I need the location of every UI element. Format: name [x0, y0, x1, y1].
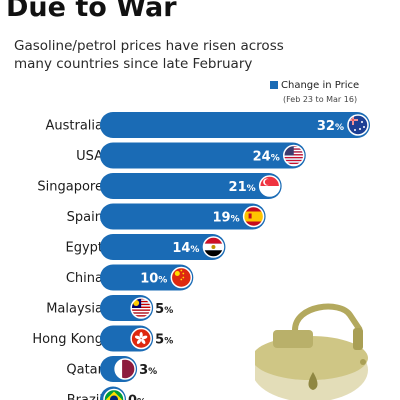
bar-row: China 10% — [66, 264, 194, 291]
bar — [100, 142, 306, 169]
value-label: 24% — [253, 150, 280, 165]
value-label: 32% — [317, 119, 344, 134]
category-label: China — [66, 271, 103, 286]
category-label: USA — [76, 149, 103, 164]
bar-row: Qatar 3% — [66, 356, 157, 382]
qatar-flag-icon — [114, 358, 136, 380]
bar-row: Egypt 14% — [65, 234, 226, 260]
value-label: 19% — [212, 211, 239, 226]
category-label: Australia — [45, 119, 103, 134]
value-label: 21% — [229, 180, 256, 195]
bar — [100, 112, 370, 138]
value-label: 5% — [155, 333, 173, 348]
bar-row: Brazil 0% — [67, 386, 146, 400]
category-label: Singapore — [37, 180, 103, 195]
category-label: Egypt — [65, 241, 103, 256]
bar-row: USA 24% — [76, 142, 306, 169]
category-label: Spain — [67, 210, 103, 225]
bar-row: Australia 32% — [45, 112, 370, 138]
egypt-flag-icon — [202, 236, 225, 258]
bar-row: Hong Kong 5% — [32, 325, 173, 352]
bar-row: Malaysia 5% — [46, 295, 173, 321]
legend-label: Change in Price — [281, 80, 360, 91]
hong-kong-flag-icon — [130, 327, 152, 350]
chart-title: Due to War — [6, 0, 177, 23]
value-label: 10% — [140, 272, 167, 287]
bar — [100, 264, 194, 291]
value-label: 14% — [172, 241, 199, 256]
bar — [100, 234, 226, 260]
value-label: 0% — [128, 394, 146, 400]
bar-row: Singapore 21% — [37, 173, 282, 199]
legend: Change in Price — [270, 80, 359, 91]
bar — [100, 203, 266, 230]
usa-flag-icon — [283, 144, 305, 167]
legend-sublabel: (Feb 23 to Mar 16) — [283, 95, 358, 104]
malaysia-flag-icon — [130, 297, 152, 319]
category-label: Malaysia — [46, 302, 103, 317]
china-flag-icon — [170, 266, 193, 289]
category-label: Brazil — [67, 393, 103, 400]
category-label: Qatar — [66, 363, 103, 378]
legend-swatch — [270, 81, 278, 89]
bar — [100, 173, 282, 199]
australia-flag-icon — [347, 114, 369, 136]
value-label: 5% — [155, 302, 173, 317]
singapore-flag-icon — [258, 175, 281, 197]
value-label: 3% — [139, 363, 157, 378]
fuel-tank-illustration-icon — [255, 303, 368, 400]
bar-row: Spain 19% — [67, 203, 266, 230]
category-label: Hong Kong — [32, 332, 103, 347]
chart-subtitle: Gasoline/petrol prices have risen across… — [14, 38, 284, 72]
spain-flag-icon — [242, 205, 265, 228]
